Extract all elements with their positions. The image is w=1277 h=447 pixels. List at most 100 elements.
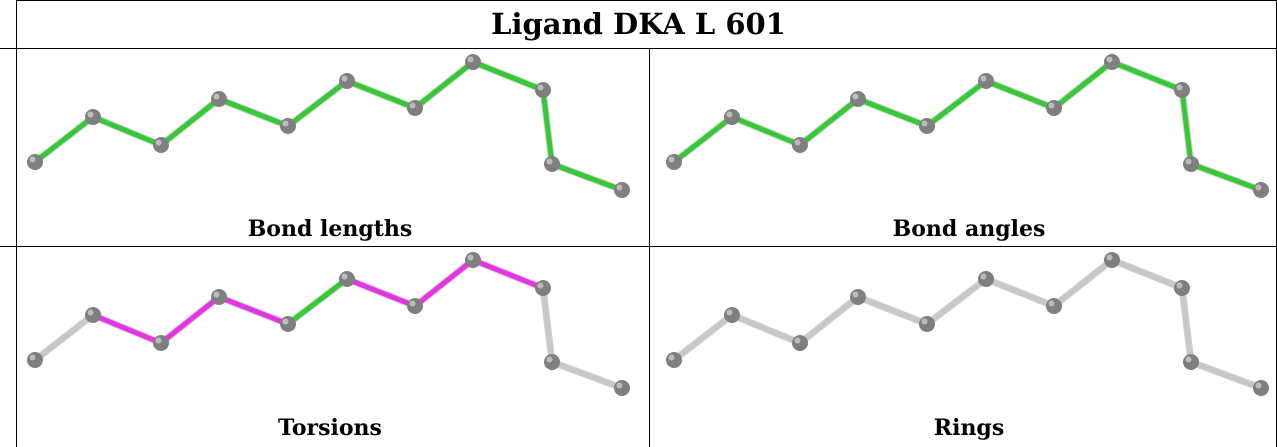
molecule-rings — [666, 252, 1269, 396]
title-divider — [0, 48, 1277, 49]
atom — [614, 380, 630, 396]
atom — [1046, 298, 1062, 314]
atom — [465, 54, 481, 70]
molecule-torsions — [27, 252, 630, 396]
bond — [344, 276, 418, 309]
atom — [724, 307, 740, 323]
bond — [1051, 59, 1115, 111]
atom — [850, 289, 866, 305]
atom-highlight — [546, 158, 553, 165]
bond — [1179, 285, 1194, 365]
atom-highlight — [616, 382, 623, 389]
atom — [280, 118, 296, 134]
atom-highlight — [1185, 158, 1192, 165]
left-border — [16, 0, 17, 447]
atom-highlight — [980, 273, 987, 280]
atom-highlight — [726, 111, 733, 118]
atom-highlight — [537, 282, 544, 289]
panel-caption-bond-lengths: Bond lengths — [247, 216, 413, 242]
atom — [1046, 100, 1062, 116]
bond — [549, 359, 625, 391]
bond — [285, 276, 350, 327]
atom — [407, 100, 423, 116]
atom-highlight — [1255, 382, 1262, 389]
atom — [1253, 182, 1269, 198]
atom-highlight — [467, 254, 474, 261]
bond — [1188, 359, 1264, 391]
atom — [666, 352, 682, 368]
atom — [1183, 156, 1199, 172]
bond — [1109, 59, 1185, 93]
atom-highlight — [282, 120, 289, 127]
atom — [85, 109, 101, 125]
bond — [729, 312, 803, 346]
atom-highlight — [980, 75, 987, 82]
panel-caption-bond-angles: Bond angles — [892, 216, 1046, 242]
atom — [27, 352, 43, 368]
top-border — [16, 0, 1277, 1]
bond — [540, 285, 555, 365]
atom — [544, 354, 560, 370]
row-divider — [0, 246, 1277, 247]
atom — [544, 156, 560, 172]
bond — [216, 96, 291, 129]
panel-torsions: Torsions — [11, 247, 649, 444]
atom-highlight — [726, 309, 733, 316]
atom-highlight — [213, 93, 220, 100]
bond — [285, 78, 350, 129]
atom — [919, 118, 935, 134]
atom — [1253, 380, 1269, 396]
atom — [211, 91, 227, 107]
atom-highlight — [1176, 282, 1183, 289]
figure-title: Ligand DKA L 601 — [491, 7, 786, 41]
atom — [614, 182, 630, 198]
atom — [407, 298, 423, 314]
bond — [412, 257, 476, 309]
atom-highlight — [1185, 356, 1192, 363]
bond — [924, 276, 989, 327]
atom — [1183, 354, 1199, 370]
atom — [792, 335, 808, 351]
atom-highlight — [668, 156, 675, 163]
atom-highlight — [668, 354, 675, 361]
atom-highlight — [282, 318, 289, 325]
atom — [535, 82, 551, 98]
atom-highlight — [852, 93, 859, 100]
bond — [549, 161, 625, 193]
atom-highlight — [155, 139, 162, 146]
bond — [216, 294, 291, 327]
atom — [27, 154, 43, 170]
atom — [280, 316, 296, 332]
bond — [158, 96, 222, 148]
atom-highlight — [921, 120, 928, 127]
panel-caption-rings: Rings — [933, 415, 1005, 441]
atom-highlight — [794, 139, 801, 146]
atom-highlight — [467, 56, 474, 63]
bond — [32, 114, 96, 165]
panel-caption-torsions: Torsions — [278, 415, 382, 441]
bond — [344, 78, 418, 111]
atom-highlight — [155, 337, 162, 344]
atom-highlight — [537, 84, 544, 91]
bond — [1051, 257, 1115, 309]
bond — [855, 294, 930, 327]
bond — [1179, 87, 1194, 167]
atom-highlight — [87, 309, 94, 316]
atom — [153, 335, 169, 351]
bond — [540, 87, 555, 167]
atom-highlight — [409, 102, 416, 109]
atom — [465, 252, 481, 268]
atom — [978, 271, 994, 287]
atom — [339, 73, 355, 89]
bond — [797, 294, 861, 346]
atom — [792, 137, 808, 153]
atom — [1104, 252, 1120, 268]
atom-highlight — [341, 75, 348, 82]
atom — [153, 137, 169, 153]
atom-highlight — [29, 156, 36, 163]
atom-highlight — [213, 291, 220, 298]
bond — [671, 114, 735, 165]
atom — [1104, 54, 1120, 70]
atom — [211, 289, 227, 305]
bond — [32, 312, 96, 363]
